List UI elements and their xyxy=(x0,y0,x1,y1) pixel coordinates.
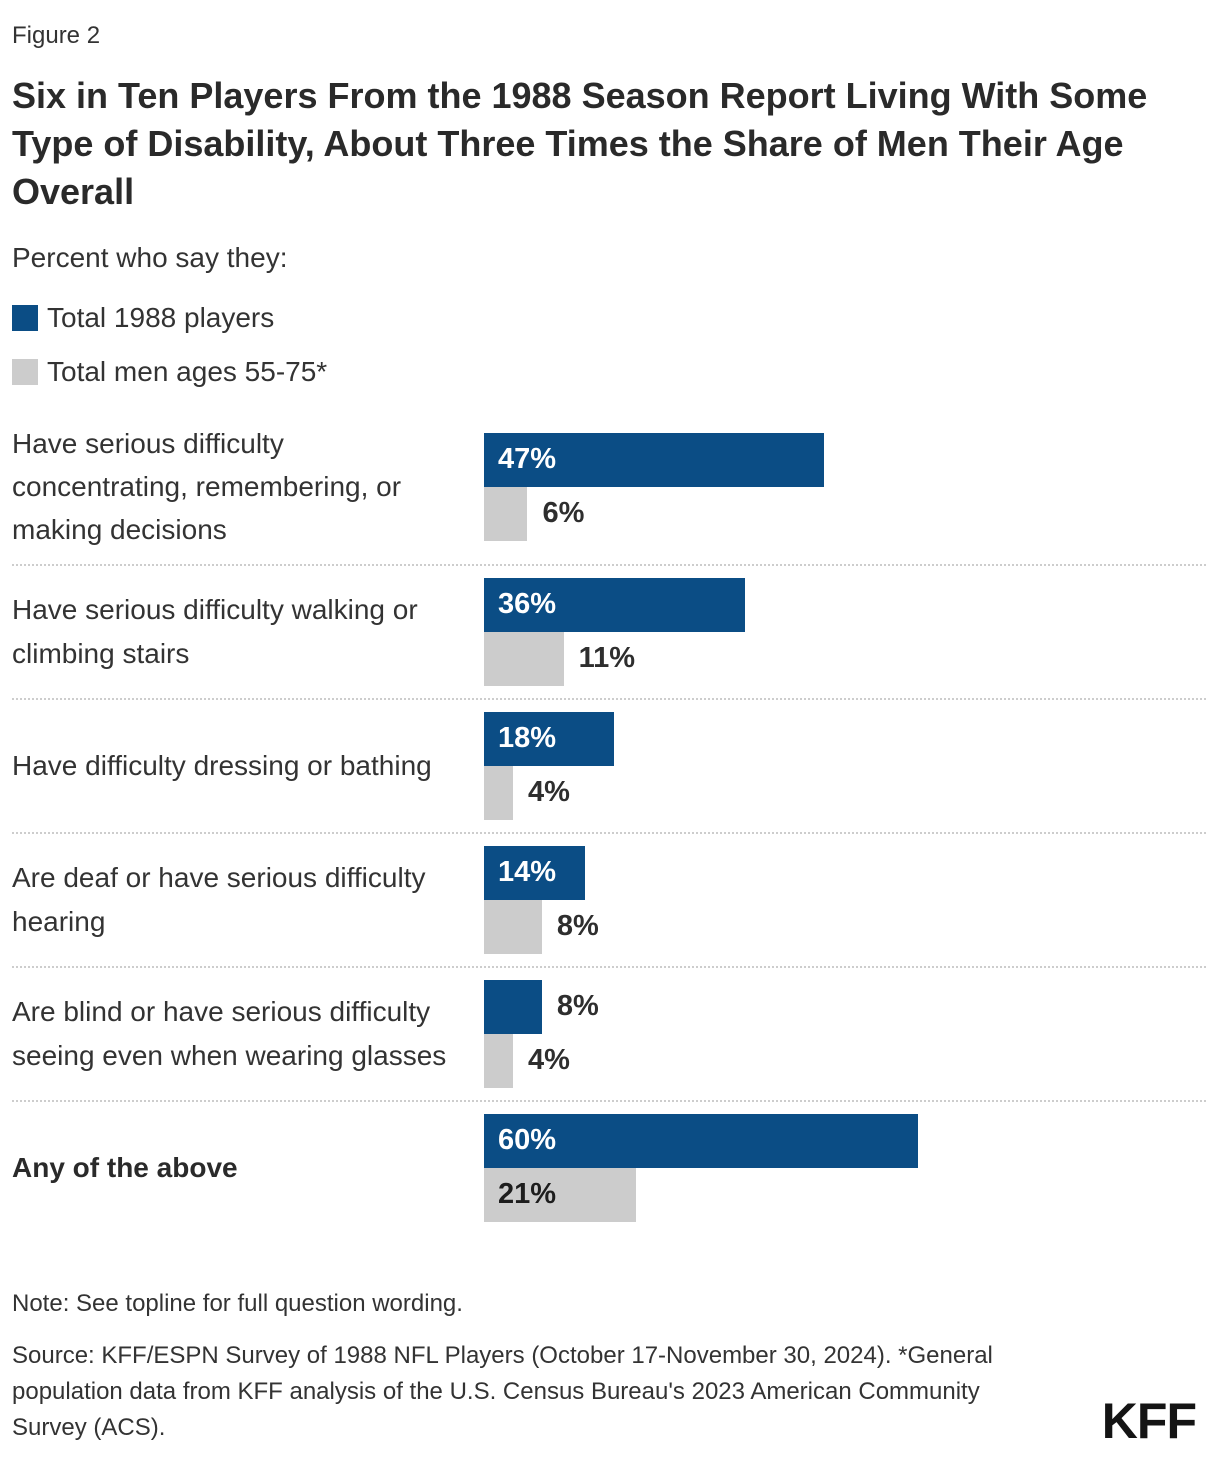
bar-players: 60% xyxy=(484,1113,919,1168)
row-bars: 14% 8% xyxy=(484,845,1206,954)
bar-value-label: 6% xyxy=(542,497,585,530)
row-label: Have serious difficulty walking or climb… xyxy=(12,594,418,669)
bar-players: 47% xyxy=(484,432,825,487)
row-label: Have serious difficulty concentrating, r… xyxy=(12,427,402,546)
chart-row: Are blind or have serious difficulty see… xyxy=(12,965,1206,1100)
legend-label-players: Total 1988 players xyxy=(47,301,275,333)
bar-line: 36% xyxy=(484,577,1206,632)
bar-players: 14% xyxy=(484,845,586,900)
bar-men xyxy=(484,899,542,954)
row-bars: 47% 6% xyxy=(484,432,1206,541)
bar-line: 8% xyxy=(484,979,1206,1034)
bar-value-label: 8% xyxy=(556,990,599,1023)
bar-line: 18% xyxy=(484,711,1206,766)
bar-line: 4% xyxy=(484,765,1206,820)
row-bars: 18% 4% xyxy=(484,711,1206,820)
row-label: Have difficulty dressing or bathing xyxy=(12,750,432,782)
row-label: Are blind or have serious difficulty see… xyxy=(12,996,447,1071)
bar-value-label: 47% xyxy=(498,443,557,476)
chart-row: Have serious difficulty concentrating, r… xyxy=(12,410,1206,564)
legend-swatch-men xyxy=(12,358,38,385)
bar-men xyxy=(484,765,513,820)
bar-value-label: 14% xyxy=(498,856,557,889)
bar-players: 36% xyxy=(484,577,745,632)
bar-line: 11% xyxy=(484,631,1206,686)
bar-line: 14% xyxy=(484,845,1206,900)
bar-men: 21% xyxy=(484,1167,637,1222)
bar-players: 18% xyxy=(484,711,615,766)
chart-rows: Have serious difficulty concentrating, r… xyxy=(12,410,1206,1234)
bar-men xyxy=(484,486,528,541)
chart-row: Have serious difficulty walking or climb… xyxy=(12,563,1206,698)
chart-subtitle: Percent who say they: xyxy=(12,241,288,273)
bar-line: 21% xyxy=(484,1167,1206,1222)
bar-value-label: 18% xyxy=(498,722,557,755)
row-bars: 60% 21% xyxy=(484,1113,1206,1222)
bar-value-label: 11% xyxy=(578,642,636,675)
chart-row: Have difficulty dressing or bathing 18% 4% xyxy=(12,697,1206,832)
note-text: Note: See topline for full question word… xyxy=(12,1289,463,1317)
row-bars: 8% 4% xyxy=(484,979,1206,1088)
legend-swatch-players xyxy=(12,304,38,331)
figure-label: Figure 2 xyxy=(12,22,101,49)
bar-men xyxy=(484,1033,513,1088)
footer: Note: See topline for full question word… xyxy=(12,1286,1206,1446)
chart-title: Six in Ten Players From the 1988 Season … xyxy=(12,75,1148,212)
bar-players xyxy=(484,979,542,1034)
chart-row: Are deaf or have serious difficulty hear… xyxy=(12,831,1206,966)
row-label: Are deaf or have serious difficulty hear… xyxy=(12,862,426,937)
bar-value-label: 4% xyxy=(527,1044,570,1077)
kff-logo: KFF xyxy=(1101,1393,1197,1449)
legend-item-players: Total 1988 players xyxy=(12,302,1206,334)
bar-line: 8% xyxy=(484,899,1206,954)
bar-line: 4% xyxy=(484,1033,1206,1088)
legend-label-men: Total men ages 55-75* xyxy=(47,355,328,387)
bar-value-label: 4% xyxy=(527,776,570,809)
row-label: Any of the above xyxy=(12,1152,238,1184)
bar-men xyxy=(484,631,564,686)
row-bars: 36% 11% xyxy=(484,577,1206,686)
bar-line: 6% xyxy=(484,486,1206,541)
bar-value-label: 60% xyxy=(498,1124,557,1157)
legend-item-men: Total men ages 55-75* xyxy=(12,356,1206,388)
chart-row: Any of the above 60% 21% xyxy=(12,1099,1206,1234)
bar-line: 47% xyxy=(484,432,1206,487)
bar-value-label: 8% xyxy=(556,910,599,943)
source-text: Source: KFF/ESPN Survey of 1988 NFL Play… xyxy=(12,1341,993,1441)
bar-value-label: 21% xyxy=(498,1178,557,1211)
bar-line: 60% xyxy=(484,1113,1206,1168)
legend: Total 1988 players Total men ages 55-75* xyxy=(12,302,1206,388)
bar-value-label: 36% xyxy=(498,588,557,621)
